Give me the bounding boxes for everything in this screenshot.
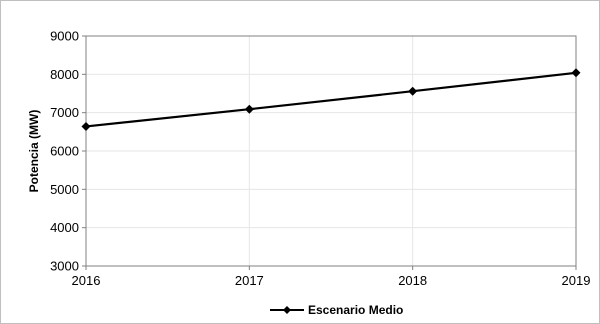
series-line-0 — [85, 71, 577, 128]
y-tick-label-8000: 8000 — [50, 67, 79, 82]
x-tick-label-2019: 2019 — [562, 273, 591, 288]
legend-marker-icon — [283, 306, 291, 314]
y-tick-label-7000: 7000 — [50, 105, 79, 120]
y-tick-label-6000: 6000 — [50, 144, 79, 159]
y-axis-title: Potencia (MW) — [27, 110, 41, 193]
y-tick-label-4000: 4000 — [50, 220, 79, 235]
data-point-2018 — [408, 86, 418, 96]
legend-label-escenario-medio: Escenario Medio — [308, 303, 403, 317]
x-tick-label-2018: 2018 — [398, 273, 427, 288]
y-tick-label-9000: 9000 — [50, 29, 79, 44]
y-tick-label-5000: 5000 — [50, 182, 79, 197]
data-point-2016 — [81, 121, 91, 131]
y-axis-ticks: 3000 4000 5000 6000 7000 8000 9000 — [50, 29, 86, 274]
gridlines — [85, 35, 577, 267]
x-tick-label-2017: 2017 — [235, 273, 264, 288]
legend: Escenario Medio — [270, 303, 403, 317]
series-layer — [81, 68, 581, 131]
x-tick-label-2016: 2016 — [72, 273, 101, 288]
y-tick-label-3000: 3000 — [50, 259, 79, 274]
data-point-2019 — [571, 68, 581, 78]
x-axis-ticks: 2016 2017 2018 2019 — [72, 266, 591, 288]
data-point-2017 — [244, 104, 254, 114]
